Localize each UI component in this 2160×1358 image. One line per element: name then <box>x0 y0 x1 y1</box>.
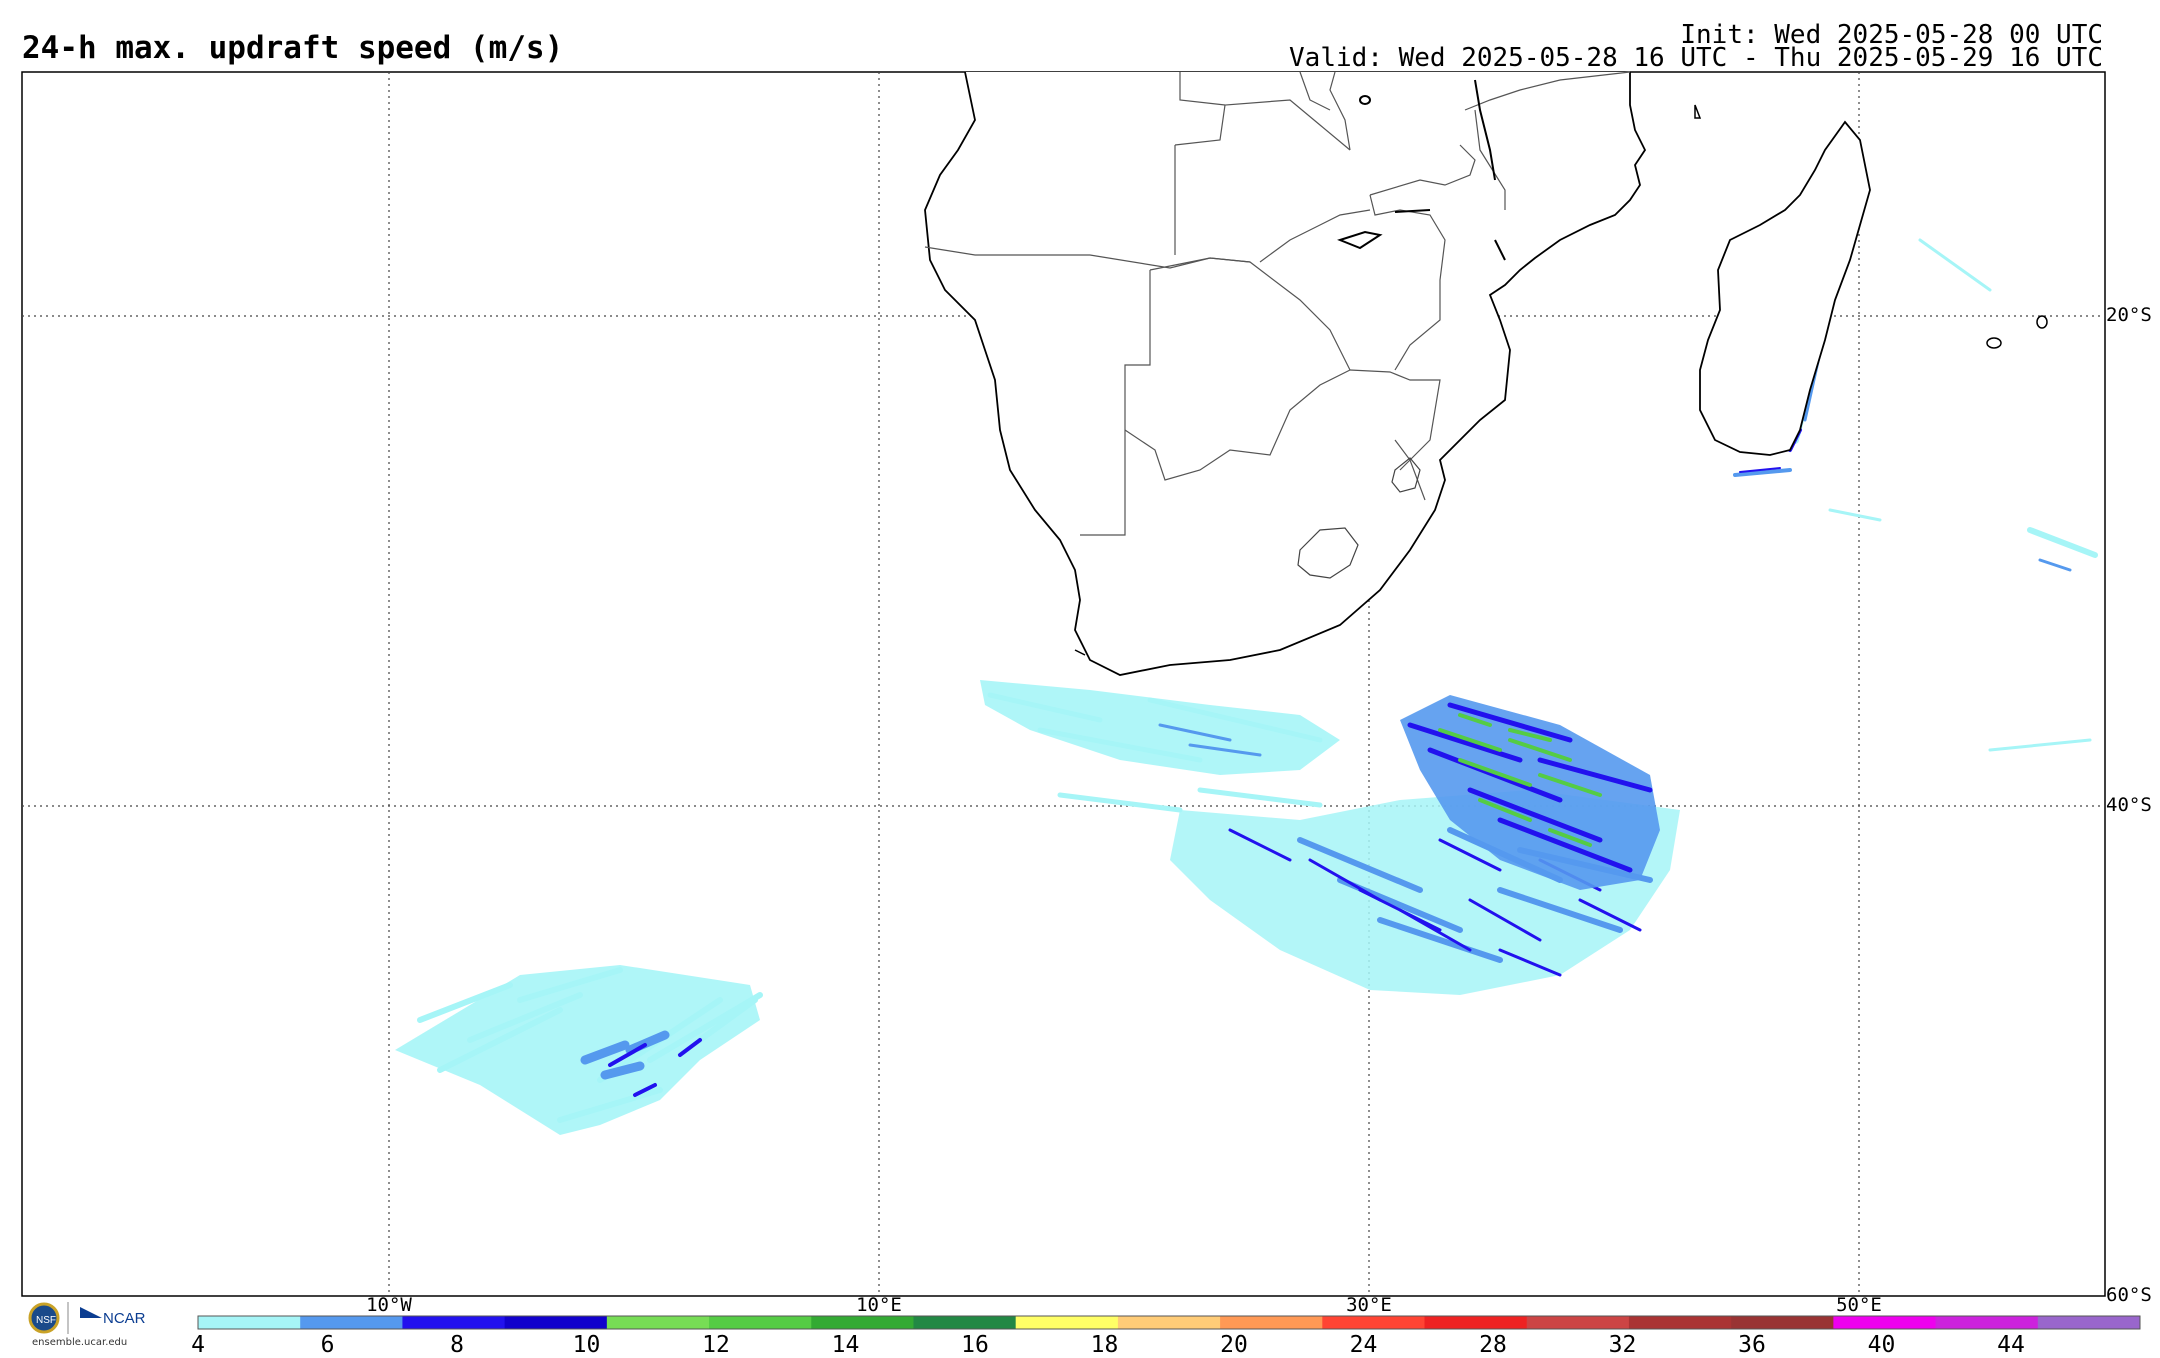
africa-coastline <box>924 71 1647 676</box>
colorbar-segment <box>1833 1316 1937 1329</box>
colorbar-segment <box>1628 1316 1732 1329</box>
lon-label-10e: 10°E <box>856 1294 902 1316</box>
logo-url: ensemble.ucar.edu <box>32 1337 128 1348</box>
colorbar-tick: 32 <box>1608 1332 1637 1358</box>
lakes <box>1337 79 1506 261</box>
nsf-logo-icon <box>28 1302 60 1334</box>
colorbar-tick: 16 <box>961 1332 989 1358</box>
ncar-logo-icon <box>80 1307 102 1318</box>
eswatini-outline <box>1391 457 1421 493</box>
colorbar-tick: 40 <box>1867 1332 1896 1358</box>
colorbar-segment <box>1117 1316 1221 1329</box>
colorbar-tick: 10 <box>572 1332 601 1358</box>
colorbar-border <box>197 1315 2141 1330</box>
colorbar-segment <box>1220 1316 1323 1329</box>
country-borders <box>924 71 1631 536</box>
lon-label-50e: 50°E <box>1836 1294 1882 1316</box>
map-title: 24-h max. updraft speed (m/s) <box>22 30 564 66</box>
madagascar-coastline <box>1699 120 1871 456</box>
updraft-field-convective-core <box>1400 695 1660 890</box>
colorbar-tick: 24 <box>1349 1332 1378 1358</box>
colorbar-tick: 12 <box>702 1332 730 1358</box>
colorbar-tick: 44 <box>1997 1332 2025 1358</box>
colorbar-tick: 28 <box>1479 1332 1507 1358</box>
colorbar-segment <box>913 1316 1017 1329</box>
valid-time: Valid: Wed 2025-05-28 16 UTC - Thu 2025-… <box>1289 43 2103 73</box>
lat-label-20s: 20°S <box>2106 304 2152 326</box>
colorbar-tick: 18 <box>1090 1332 1119 1358</box>
colorbar-segment <box>402 1316 506 1329</box>
updraft-field-cape-cyan <box>980 680 1340 813</box>
colorbar-tick: 6 <box>320 1332 335 1358</box>
colorbar-tick: 20 <box>1220 1332 1248 1358</box>
colorbar-segment <box>1731 1316 1834 1329</box>
colorbar-segment <box>198 1316 301 1329</box>
colorbar-segment <box>606 1316 710 1329</box>
lat-label-40s: 40°S <box>2106 794 2152 816</box>
lat-label-60s: 60°S <box>2106 1284 2152 1306</box>
lesotho-outline <box>1297 527 1359 579</box>
lon-label-30e: 30°E <box>1346 1294 1392 1316</box>
colorbar-segment <box>811 1316 914 1329</box>
lon-label-10w: 10°W <box>366 1294 412 1316</box>
colorbar-tick: 36 <box>1738 1332 1766 1358</box>
svg-text:NSF: NSF <box>36 1315 56 1326</box>
colorbar-segment <box>504 1316 608 1329</box>
colorbar-segment <box>1935 1316 2039 1329</box>
small-islands <box>1074 104 2048 656</box>
colorbar-segment <box>709 1316 812 1329</box>
colorbar-segment <box>2037 1316 2141 1329</box>
updraft-field-south-atlantic <box>395 965 763 1135</box>
colorbar-tick: 4 <box>191 1332 205 1358</box>
colorbar-segment <box>1526 1316 1630 1329</box>
colorbar-tick: 8 <box>450 1332 464 1358</box>
colorbar-tick: 14 <box>831 1332 860 1358</box>
colorbar-segment <box>1424 1316 1528 1329</box>
colorbar <box>197 1315 2141 1330</box>
ncar-logo-text: NCAR <box>103 1310 146 1327</box>
ncar-logo: NSF <box>28 1302 102 1334</box>
init-time: Init: Wed 2025-05-28 00 UTC <box>1680 20 2103 50</box>
colorbar-segment <box>300 1316 403 1329</box>
colorbar-segment <box>1015 1316 1119 1329</box>
colorbar-segment <box>1322 1316 1426 1329</box>
